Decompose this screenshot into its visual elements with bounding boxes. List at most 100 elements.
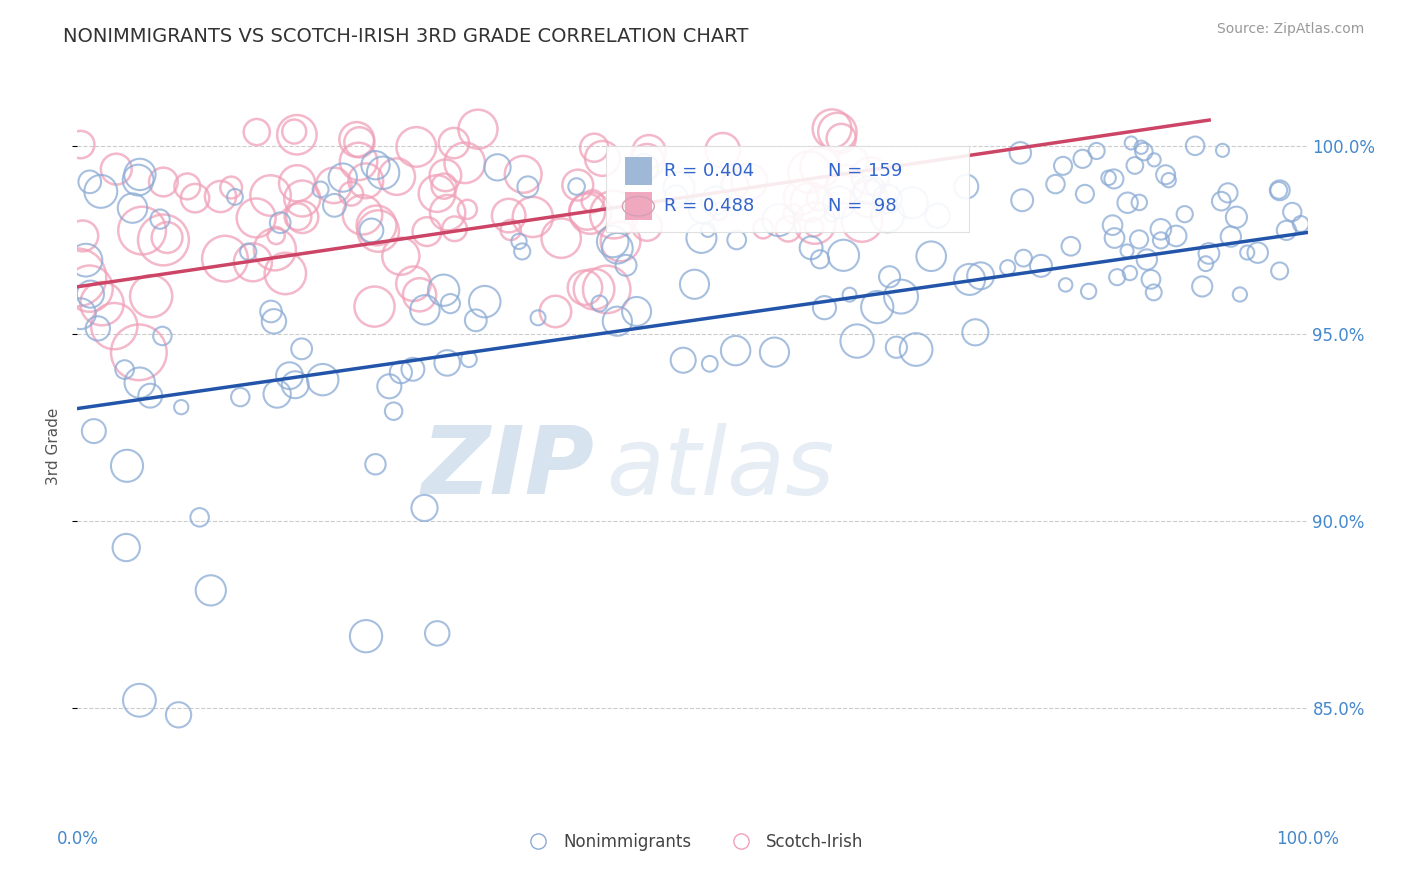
Point xyxy=(1074,186,1097,201)
Point xyxy=(1174,207,1197,221)
Point xyxy=(209,189,232,203)
Point xyxy=(583,282,606,296)
Point xyxy=(1195,257,1218,271)
Point xyxy=(1012,251,1035,265)
Point xyxy=(456,202,478,217)
Point xyxy=(879,269,901,284)
Point xyxy=(1247,245,1270,260)
Point xyxy=(259,188,281,202)
Point xyxy=(838,287,860,301)
Point xyxy=(668,181,690,195)
Point xyxy=(498,209,520,223)
Point xyxy=(347,154,370,169)
Point xyxy=(614,258,637,272)
Point xyxy=(90,296,114,310)
Point xyxy=(115,458,138,473)
Point xyxy=(574,280,596,294)
Point xyxy=(408,287,430,301)
Text: R = 0.488: R = 0.488 xyxy=(664,197,755,215)
Point xyxy=(821,207,844,221)
Point xyxy=(969,268,991,283)
Point xyxy=(567,178,589,192)
Point xyxy=(636,219,658,233)
Point xyxy=(841,154,863,169)
Point xyxy=(260,304,283,318)
Point xyxy=(576,204,599,219)
Point xyxy=(1236,245,1258,260)
Point xyxy=(920,249,942,263)
Point xyxy=(322,178,344,193)
Point xyxy=(264,228,287,243)
Text: Source: ZipAtlas.com: Source: ZipAtlas.com xyxy=(1216,22,1364,37)
Legend: Nonimmigrants, Scotch-Irish: Nonimmigrants, Scotch-Irish xyxy=(515,826,870,857)
Point xyxy=(510,244,533,259)
Point xyxy=(382,404,405,418)
Point xyxy=(152,233,174,247)
Point xyxy=(905,343,928,357)
Point xyxy=(1268,183,1291,197)
Point xyxy=(340,186,363,201)
Point xyxy=(69,137,91,152)
Point xyxy=(170,400,193,414)
Point xyxy=(763,345,786,359)
Point xyxy=(364,158,387,172)
Text: N =  98: N = 98 xyxy=(828,197,897,215)
Point xyxy=(699,357,721,371)
Point xyxy=(486,161,509,175)
Point xyxy=(696,223,718,237)
Point xyxy=(804,216,827,230)
Point xyxy=(413,500,436,515)
Point xyxy=(149,212,172,227)
Point xyxy=(128,345,150,359)
Point xyxy=(638,145,661,159)
Point xyxy=(439,296,461,310)
Point xyxy=(876,192,898,206)
Point xyxy=(725,233,748,247)
Point xyxy=(291,210,314,224)
Point xyxy=(371,166,394,180)
Point xyxy=(1166,229,1188,244)
Point xyxy=(131,224,153,238)
Point xyxy=(274,267,297,281)
Point xyxy=(1045,177,1067,191)
Point xyxy=(603,208,626,222)
Point xyxy=(1128,195,1150,210)
Point xyxy=(87,321,110,335)
Point xyxy=(402,362,425,376)
Point xyxy=(609,235,631,249)
Point xyxy=(1011,193,1033,207)
Point xyxy=(285,128,308,142)
Point xyxy=(121,201,143,215)
Point xyxy=(927,209,949,223)
Point xyxy=(901,195,924,210)
Point xyxy=(312,373,335,387)
Point xyxy=(309,182,332,196)
Point xyxy=(433,179,456,194)
Point xyxy=(683,277,706,292)
Point xyxy=(436,205,458,219)
Point xyxy=(886,340,908,354)
Point xyxy=(1104,231,1126,245)
Point xyxy=(704,194,727,208)
Point xyxy=(582,194,605,209)
Point xyxy=(799,194,821,209)
Point xyxy=(443,136,465,150)
Point xyxy=(865,180,887,194)
Point xyxy=(1143,285,1166,300)
Point xyxy=(1085,144,1108,158)
Point xyxy=(405,140,427,154)
Bar xyxy=(624,192,652,220)
Point xyxy=(1268,264,1291,278)
Point xyxy=(214,252,236,266)
Point xyxy=(672,353,695,368)
Point xyxy=(263,243,285,257)
Point xyxy=(474,294,496,309)
Point xyxy=(436,356,458,370)
Bar xyxy=(624,157,652,186)
Point xyxy=(846,334,869,348)
Point xyxy=(1229,287,1251,301)
Point xyxy=(499,223,522,237)
Point xyxy=(346,132,368,146)
Point xyxy=(692,202,714,217)
Point xyxy=(665,189,688,203)
